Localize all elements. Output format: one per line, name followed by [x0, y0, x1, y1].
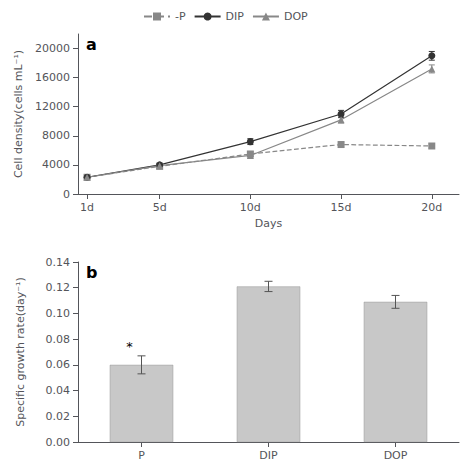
svg-text:16000: 16000	[35, 71, 70, 84]
svg-text:0.14: 0.14	[46, 256, 71, 269]
svg-text:DOP: DOP	[384, 449, 408, 462]
svg-text:0.02: 0.02	[46, 410, 71, 423]
svg-text:0.10: 0.10	[46, 307, 71, 320]
svg-text:b: b	[86, 263, 97, 282]
svg-text:0: 0	[63, 188, 70, 201]
svg-text:20000: 20000	[35, 42, 70, 55]
svg-text:12000: 12000	[35, 100, 70, 113]
svg-text:0.04: 0.04	[46, 384, 71, 397]
svg-text:0.08: 0.08	[46, 333, 71, 346]
svg-text:a: a	[86, 35, 97, 54]
svg-text:0.06: 0.06	[46, 358, 71, 371]
svg-text:DOP: DOP	[284, 10, 308, 23]
svg-text:4000: 4000	[42, 158, 70, 171]
svg-text:Specific growth rate(day⁻¹): Specific growth rate(day⁻¹)	[14, 277, 27, 426]
svg-text:Days: Days	[255, 217, 283, 230]
svg-text:10d: 10d	[240, 201, 261, 214]
svg-text:Cell density(cells mL⁻¹): Cell density(cells mL⁻¹)	[12, 50, 25, 178]
svg-text:DIP: DIP	[226, 10, 245, 23]
svg-text:20d: 20d	[421, 201, 442, 214]
svg-text:*: *	[126, 339, 133, 354]
svg-text:8000: 8000	[42, 129, 70, 142]
svg-text:P: P	[138, 449, 145, 462]
svg-text:1d: 1d	[80, 201, 94, 214]
svg-text:-P: -P	[175, 10, 186, 23]
svg-text:DIP: DIP	[259, 449, 278, 462]
svg-text:0.00: 0.00	[46, 436, 71, 449]
svg-text:0.12: 0.12	[46, 281, 71, 294]
svg-text:15d: 15d	[331, 201, 352, 214]
svg-text:5d: 5d	[153, 201, 167, 214]
